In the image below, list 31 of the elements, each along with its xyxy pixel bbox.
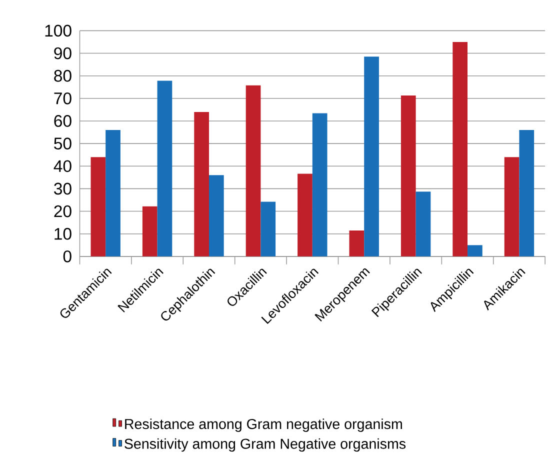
- bar: [194, 112, 209, 256]
- y-tick-label: 100: [45, 24, 72, 36]
- bar: [208, 175, 224, 256]
- y-tick-label: 70: [54, 92, 72, 104]
- bar: [157, 80, 172, 256]
- y-tick-label: 80: [54, 70, 72, 82]
- bar: [504, 156, 520, 256]
- bar: [452, 42, 468, 256]
- y-tick-label: 30: [54, 182, 72, 195]
- bar: [364, 56, 379, 256]
- y-tick-label: 20: [54, 205, 72, 218]
- bar: [106, 130, 120, 256]
- bar: [416, 192, 431, 256]
- legend-label: Sensitivity among Gram Negative organisms: [124, 438, 406, 452]
- bar: [400, 95, 416, 256]
- y-tick-label: 10: [54, 228, 72, 240]
- bar: [246, 85, 261, 256]
- bar: [90, 156, 106, 256]
- bar: [468, 245, 482, 256]
- legend-label: Resistance among Gram negative organism: [125, 418, 402, 432]
- bar: [298, 174, 312, 256]
- bar: [260, 202, 276, 256]
- y-tick-label: 90: [54, 47, 72, 60]
- bar: [349, 230, 364, 256]
- bar: [519, 130, 534, 256]
- y-tick-label: 60: [54, 114, 72, 127]
- y-tick-label: 40: [54, 160, 72, 172]
- bar: [142, 206, 158, 256]
- y-tick-label: 0: [63, 250, 72, 262]
- bar: [312, 113, 328, 256]
- y-tick-label: 50: [54, 137, 72, 150]
